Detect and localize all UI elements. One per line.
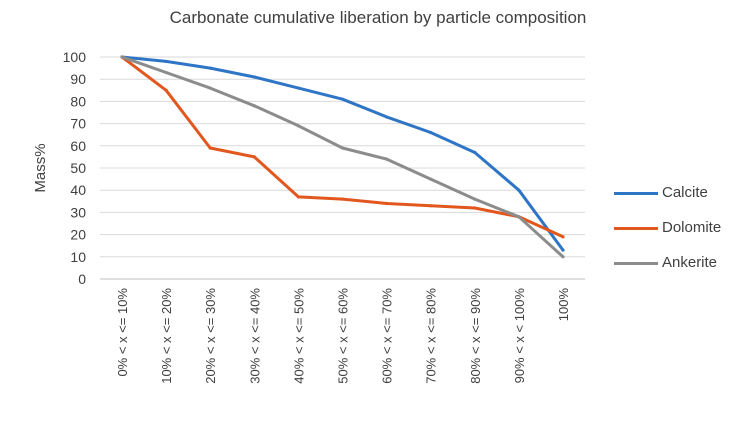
x-tick-label: 20% < x <= 30% <box>203 288 218 384</box>
data-point-calcite <box>164 59 168 64</box>
data-point-ankerite <box>561 255 565 259</box>
data-point-calcite <box>561 248 565 252</box>
x-tick-label: 70% < x <= 80% <box>424 288 439 384</box>
series-line-ankerite <box>120 55 565 259</box>
legend-swatch <box>614 192 658 195</box>
data-point-dolomite <box>384 201 389 206</box>
data-point-ankerite <box>252 104 256 108</box>
data-point-ankerite <box>120 55 124 59</box>
data-point-ankerite <box>429 177 433 181</box>
y-tick-label: 40 <box>70 182 86 198</box>
x-tick-label: 80% < x <= 90% <box>468 288 483 384</box>
x-tick-label: 60% < x <= 70% <box>380 288 395 384</box>
data-point-ankerite <box>340 146 345 150</box>
y-tick-label: 30 <box>70 204 86 220</box>
data-point-ankerite <box>517 215 521 219</box>
x-tick-label: 100% <box>556 288 571 322</box>
x-tick-label: 90% < x < 100% <box>512 288 527 384</box>
data-point-dolomite <box>340 197 345 201</box>
data-point-ankerite <box>384 157 389 161</box>
y-tick-label: 50 <box>70 160 86 176</box>
data-point-ankerite <box>296 124 301 128</box>
legend-label: Dolomite <box>662 219 722 236</box>
data-point-dolomite <box>429 204 433 208</box>
data-point-calcite <box>296 86 301 90</box>
data-point-calcite <box>517 188 521 192</box>
x-tick-label: 30% < x <= 40% <box>247 288 262 384</box>
data-point-dolomite <box>473 206 477 210</box>
data-point-ankerite <box>473 197 477 201</box>
y-axis-label: Mass% <box>32 143 49 192</box>
y-tick-label: 100 <box>63 49 87 65</box>
data-point-dolomite <box>296 195 301 199</box>
x-tick-label: 0% < x <= 10% <box>115 288 130 377</box>
data-point-calcite <box>252 75 256 79</box>
x-tick-label: 50% < x <= 60% <box>336 288 351 384</box>
legend-label: Ankerite <box>662 254 718 271</box>
data-point-calcite <box>384 115 389 119</box>
data-point-dolomite <box>252 155 256 159</box>
y-tick-label: 0 <box>78 271 86 287</box>
data-point-dolomite <box>561 235 565 239</box>
x-tick-label: 40% < x <= 50% <box>291 288 306 384</box>
series-line-calcite <box>120 55 565 252</box>
y-tick-label: 20 <box>70 227 86 243</box>
data-point-calcite <box>473 150 477 155</box>
data-point-calcite <box>208 66 212 70</box>
y-tick-label: 60 <box>70 138 86 154</box>
y-tick-label: 90 <box>70 71 86 87</box>
chart-title: Carbonate cumulative liberation by parti… <box>169 8 587 27</box>
data-point-dolomite <box>164 88 168 92</box>
legend-swatch <box>614 262 658 265</box>
data-point-ankerite <box>164 70 168 75</box>
data-point-calcite <box>429 130 433 135</box>
data-point-dolomite <box>208 146 212 150</box>
y-tick-label: 80 <box>70 93 86 109</box>
x-tick-label: 10% < x <= 20% <box>159 288 174 384</box>
data-point-calcite <box>340 97 345 101</box>
data-point-ankerite <box>208 86 212 90</box>
legend-swatch <box>614 227 658 230</box>
y-tick-label: 10 <box>70 249 86 265</box>
y-tick-label: 70 <box>70 116 86 132</box>
legend-label: Calcite <box>662 184 708 201</box>
